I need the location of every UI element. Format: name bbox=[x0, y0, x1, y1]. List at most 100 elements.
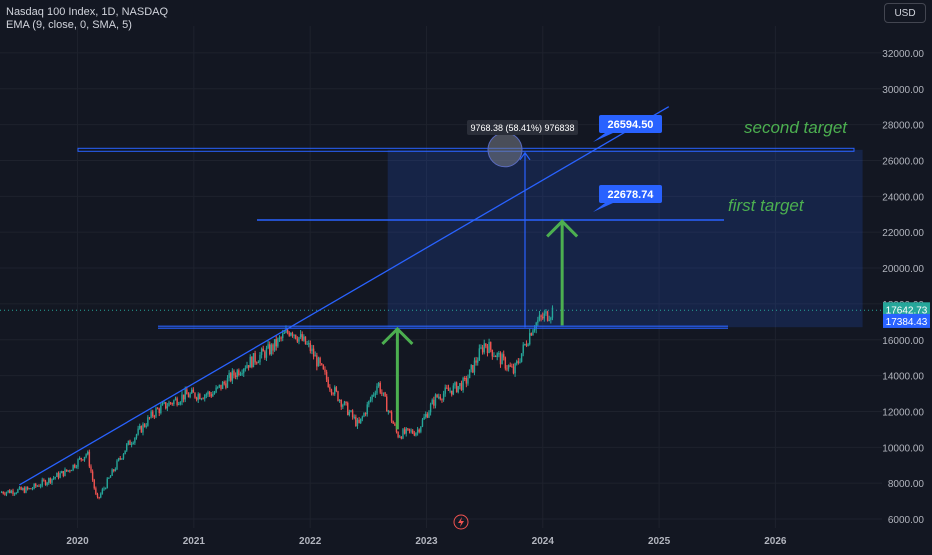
candle-body bbox=[186, 389, 188, 395]
candle-body bbox=[301, 334, 303, 341]
candle-body bbox=[410, 430, 412, 432]
candle-body bbox=[101, 489, 104, 494]
candle-body bbox=[382, 392, 385, 394]
candle-body bbox=[221, 382, 224, 389]
candle-body bbox=[10, 490, 13, 494]
candle-body bbox=[234, 375, 237, 378]
candle-body bbox=[156, 408, 159, 410]
candle-body bbox=[460, 383, 463, 391]
candle-body bbox=[330, 389, 333, 394]
candle-body bbox=[439, 396, 442, 400]
candle-body bbox=[512, 366, 515, 374]
candle-body bbox=[12, 490, 14, 494]
candle-body bbox=[477, 360, 479, 363]
candle-body bbox=[98, 496, 100, 498]
candle-body bbox=[416, 429, 419, 433]
candle-body bbox=[181, 394, 183, 403]
candle-body bbox=[464, 378, 466, 380]
candle-body bbox=[507, 365, 510, 369]
candle-body bbox=[334, 387, 336, 395]
candle-body bbox=[452, 385, 455, 395]
candle-body bbox=[327, 379, 329, 388]
candle-body bbox=[87, 451, 89, 455]
candle-body bbox=[399, 436, 401, 438]
candle-body bbox=[348, 411, 351, 416]
candle-body bbox=[228, 373, 230, 378]
candle-body bbox=[475, 360, 477, 363]
candle-body bbox=[22, 488, 24, 490]
candle-body bbox=[360, 418, 362, 423]
candle-body bbox=[178, 403, 180, 405]
candle-body bbox=[447, 388, 450, 391]
candle-body bbox=[7, 490, 9, 493]
candle-body bbox=[286, 329, 289, 333]
green-arrow-head bbox=[546, 219, 579, 238]
candle-body bbox=[402, 429, 404, 439]
candle-body bbox=[212, 394, 214, 397]
candle-body bbox=[299, 334, 302, 338]
candle-body bbox=[498, 353, 500, 355]
candle-body bbox=[548, 319, 550, 321]
candle-body bbox=[83, 456, 86, 461]
candle-body bbox=[377, 382, 380, 387]
candle-body bbox=[376, 386, 378, 394]
second-target-callout-box bbox=[599, 115, 662, 133]
candle-body bbox=[121, 458, 123, 460]
y-tick-label: 12000.00 bbox=[882, 407, 924, 418]
candle-body bbox=[335, 387, 338, 392]
y-tick-label: 10000.00 bbox=[882, 443, 924, 454]
y-tick-label: 26000.00 bbox=[882, 156, 924, 167]
candle-body bbox=[96, 493, 99, 497]
candle-body bbox=[41, 479, 43, 486]
green-arrow-head bbox=[381, 326, 414, 346]
candle-body bbox=[366, 404, 368, 415]
candle-body bbox=[251, 356, 253, 368]
candle-body bbox=[468, 369, 471, 379]
candle-body bbox=[446, 387, 448, 389]
currency-button[interactable]: USD bbox=[884, 3, 926, 23]
candle-body bbox=[351, 410, 354, 418]
candle-body bbox=[423, 416, 425, 420]
candle-body bbox=[428, 412, 430, 418]
candle-body bbox=[74, 464, 76, 468]
candle-body bbox=[9, 490, 11, 494]
candle-body bbox=[304, 336, 307, 345]
candle-body bbox=[381, 392, 383, 394]
candle-body bbox=[407, 428, 409, 430]
candle-body bbox=[329, 387, 331, 390]
candle-body bbox=[358, 419, 360, 423]
y-tick-label: 28000.00 bbox=[882, 121, 924, 132]
candle-body bbox=[108, 477, 110, 479]
candle-body bbox=[368, 400, 370, 405]
candle-body bbox=[319, 357, 321, 364]
candle-body bbox=[137, 428, 139, 435]
candle-body bbox=[516, 361, 518, 364]
candle-body bbox=[350, 410, 352, 412]
candle-body bbox=[415, 432, 417, 436]
candle-body bbox=[403, 429, 406, 434]
candle-body bbox=[353, 416, 355, 418]
candle-body bbox=[429, 404, 432, 413]
candle-body bbox=[197, 394, 199, 400]
candle-body bbox=[434, 394, 437, 406]
candle-body bbox=[321, 363, 323, 365]
candle-body bbox=[425, 414, 427, 417]
candle-body bbox=[113, 469, 115, 471]
candle-body bbox=[26, 487, 29, 489]
highlight-circle bbox=[487, 132, 523, 168]
candle-body bbox=[257, 362, 260, 364]
y-tick-label: 30000.00 bbox=[882, 85, 924, 96]
candle-body bbox=[230, 373, 232, 381]
candle-body bbox=[56, 472, 58, 477]
candle-body bbox=[298, 337, 300, 342]
candle-body bbox=[306, 343, 308, 345]
candle-body bbox=[265, 348, 268, 358]
lightning-icon-bolt bbox=[458, 517, 464, 527]
candle-body bbox=[152, 411, 154, 417]
candle-body bbox=[369, 399, 372, 401]
candle-body bbox=[124, 450, 126, 455]
candle-body bbox=[338, 400, 341, 402]
candle-body bbox=[462, 378, 464, 391]
